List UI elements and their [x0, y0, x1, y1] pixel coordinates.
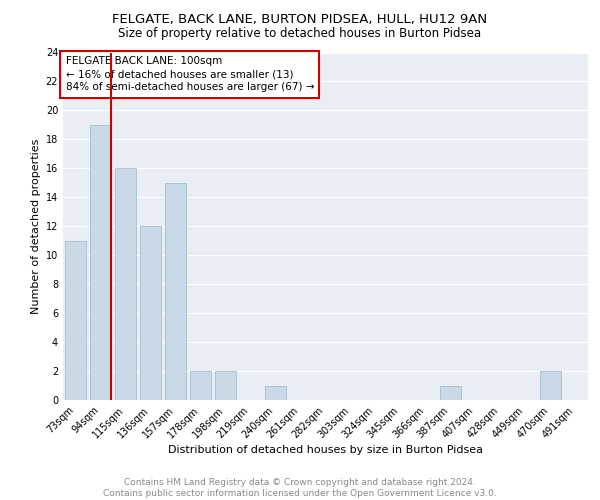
- Bar: [215, 371, 236, 400]
- Bar: [540, 371, 561, 400]
- Bar: [190, 371, 211, 400]
- Text: Size of property relative to detached houses in Burton Pidsea: Size of property relative to detached ho…: [118, 28, 482, 40]
- Y-axis label: Number of detached properties: Number of detached properties: [31, 138, 41, 314]
- Bar: [65, 240, 86, 400]
- Bar: [440, 386, 461, 400]
- Text: Contains HM Land Registry data © Crown copyright and database right 2024.
Contai: Contains HM Land Registry data © Crown c…: [103, 478, 497, 498]
- Bar: [140, 226, 161, 400]
- Bar: [265, 386, 286, 400]
- Bar: [90, 125, 111, 400]
- Bar: [115, 168, 136, 400]
- X-axis label: Distribution of detached houses by size in Burton Pidsea: Distribution of detached houses by size …: [168, 446, 483, 456]
- Bar: [165, 183, 186, 400]
- Text: FELGATE, BACK LANE, BURTON PIDSEA, HULL, HU12 9AN: FELGATE, BACK LANE, BURTON PIDSEA, HULL,…: [112, 12, 488, 26]
- Text: FELGATE BACK LANE: 100sqm
← 16% of detached houses are smaller (13)
84% of semi-: FELGATE BACK LANE: 100sqm ← 16% of detac…: [65, 56, 314, 92]
